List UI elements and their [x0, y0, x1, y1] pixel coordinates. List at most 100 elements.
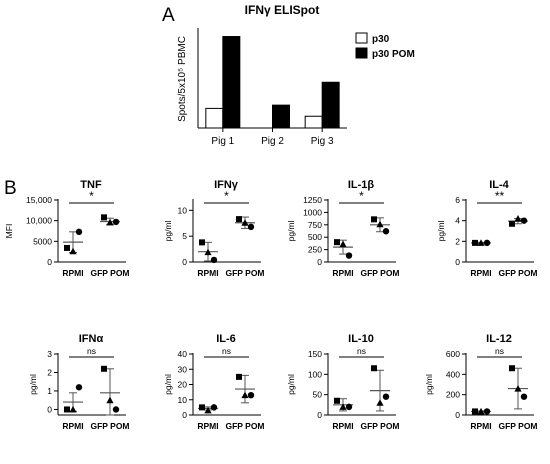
y-tick-label: 100: [308, 369, 322, 379]
data-point: [112, 406, 120, 413]
y-tick-label: 500: [308, 232, 322, 242]
data-point: [514, 384, 522, 392]
x-tick-label: GFP POM: [225, 421, 264, 431]
data-point: [520, 393, 528, 400]
significance-label: ns: [495, 346, 504, 356]
data-point: [64, 406, 70, 413]
y-tick-label: 2: [455, 236, 460, 246]
y-tick-label: 3: [47, 349, 52, 359]
significance-label: ns: [357, 346, 366, 356]
data-point: [204, 248, 212, 256]
data-point: [509, 365, 515, 372]
y-tick-label: 0: [182, 257, 187, 267]
data-point: [236, 216, 242, 223]
y-tick-label: 40: [178, 349, 188, 359]
bar: [304, 115, 323, 129]
y-tick-label: 2: [47, 367, 52, 377]
x-tick-label: RPMI: [62, 268, 83, 278]
bar: [272, 104, 290, 129]
data-point: [477, 407, 485, 415]
legend-entry: p30 POM: [372, 49, 415, 60]
data-point: [75, 384, 83, 391]
y-tick-label: 200: [446, 390, 460, 400]
x-tick-label: GFP POM: [360, 421, 399, 431]
y-tick-label: 15,000: [26, 195, 52, 205]
data-point: [334, 239, 340, 246]
y-tick-label: 1250: [303, 195, 322, 205]
data-point: [477, 239, 485, 246]
x-tick-label: Pig 3: [311, 136, 334, 147]
data-point: [483, 239, 491, 247]
x-tick-label: GFP POM: [498, 268, 537, 278]
panel-label-a: A: [162, 5, 175, 26]
x-tick-label: GFP POM: [498, 421, 537, 431]
y-axis-label: pg/ml: [424, 374, 434, 395]
y-tick-label: 0: [47, 257, 52, 267]
chart-title: IL-4: [489, 179, 509, 191]
data-point: [371, 365, 377, 372]
x-tick-label: RPMI: [197, 421, 218, 431]
y-axis-label: pg/ml: [28, 374, 38, 395]
y-tick-label: 0: [455, 410, 460, 420]
y-tick-label: 250: [308, 245, 322, 255]
y-axis-label: MFI: [4, 224, 14, 239]
data-point: [210, 256, 218, 264]
significance-label: *: [224, 189, 229, 203]
y-tick-label: 5: [182, 231, 187, 241]
chart-title: IFNγ ELISpot: [245, 3, 320, 17]
x-tick-label: RPMI: [197, 268, 218, 278]
x-tick-label: GFP POM: [90, 268, 129, 278]
data-point: [210, 404, 218, 411]
chart-title: TNF: [80, 179, 102, 191]
y-tick-label: 0: [317, 257, 322, 267]
chart-title: IL-10: [348, 333, 374, 345]
y-axis-label: pg/ml: [436, 221, 446, 242]
data-point: [514, 215, 522, 222]
y-axis-label: pg/ml: [163, 221, 173, 242]
chart-title: IL-6: [216, 333, 236, 345]
y-tick-label: 5000: [33, 236, 52, 246]
y-tick-label: 600: [446, 349, 460, 359]
data-point: [472, 239, 478, 246]
y-tick-label: 0: [182, 410, 187, 420]
x-tick-label: RPMI: [62, 421, 83, 431]
dot-plot: IL-12 0 200 400 600 pg/ml RPMI GFP POM ns: [424, 333, 538, 431]
y-axis-label: pg/ml: [163, 374, 173, 395]
y-tick-label: 150: [308, 349, 322, 359]
significance-label: *: [359, 189, 364, 203]
chart-title: IFNα: [79, 333, 104, 345]
y-tick-label: 0: [47, 404, 52, 414]
x-tick-label: RPMI: [332, 268, 353, 278]
data-point: [345, 252, 353, 259]
data-point: [472, 408, 478, 415]
data-point: [75, 228, 83, 236]
data-point: [112, 218, 120, 226]
x-tick-label: RPMI: [332, 421, 353, 431]
data-point: [371, 216, 377, 223]
data-point: [101, 365, 107, 372]
data-point: [509, 220, 515, 227]
dot-plot: IL-1β 0 250 500 750 1000 1250 pg/ml RPMI GFP POM *: [286, 179, 400, 278]
y-tick-label: 6: [455, 195, 460, 205]
data-point: [69, 405, 77, 413]
bar: [205, 107, 224, 129]
dot-plot: IFNγ 0 5 10 pg/ml RPMI GFP POM *: [163, 179, 265, 278]
data-point: [199, 404, 205, 411]
data-point: [69, 247, 77, 255]
y-tick-label: 4: [455, 216, 460, 226]
x-tick-label: GFP POM: [360, 268, 399, 278]
legend-swatch: [355, 32, 368, 44]
y-axis-label: pg/ml: [286, 374, 296, 395]
data-point: [106, 396, 114, 404]
data-point: [247, 391, 255, 399]
data-point: [64, 244, 70, 251]
data-point: [247, 223, 255, 231]
y-tick-label: 10: [178, 205, 188, 215]
y-tick-label: 1000: [303, 207, 322, 217]
x-tick-label: RPMI: [470, 268, 491, 278]
y-axis-label: pg/ml: [286, 221, 296, 242]
data-point: [204, 406, 212, 414]
data-point: [241, 219, 249, 226]
